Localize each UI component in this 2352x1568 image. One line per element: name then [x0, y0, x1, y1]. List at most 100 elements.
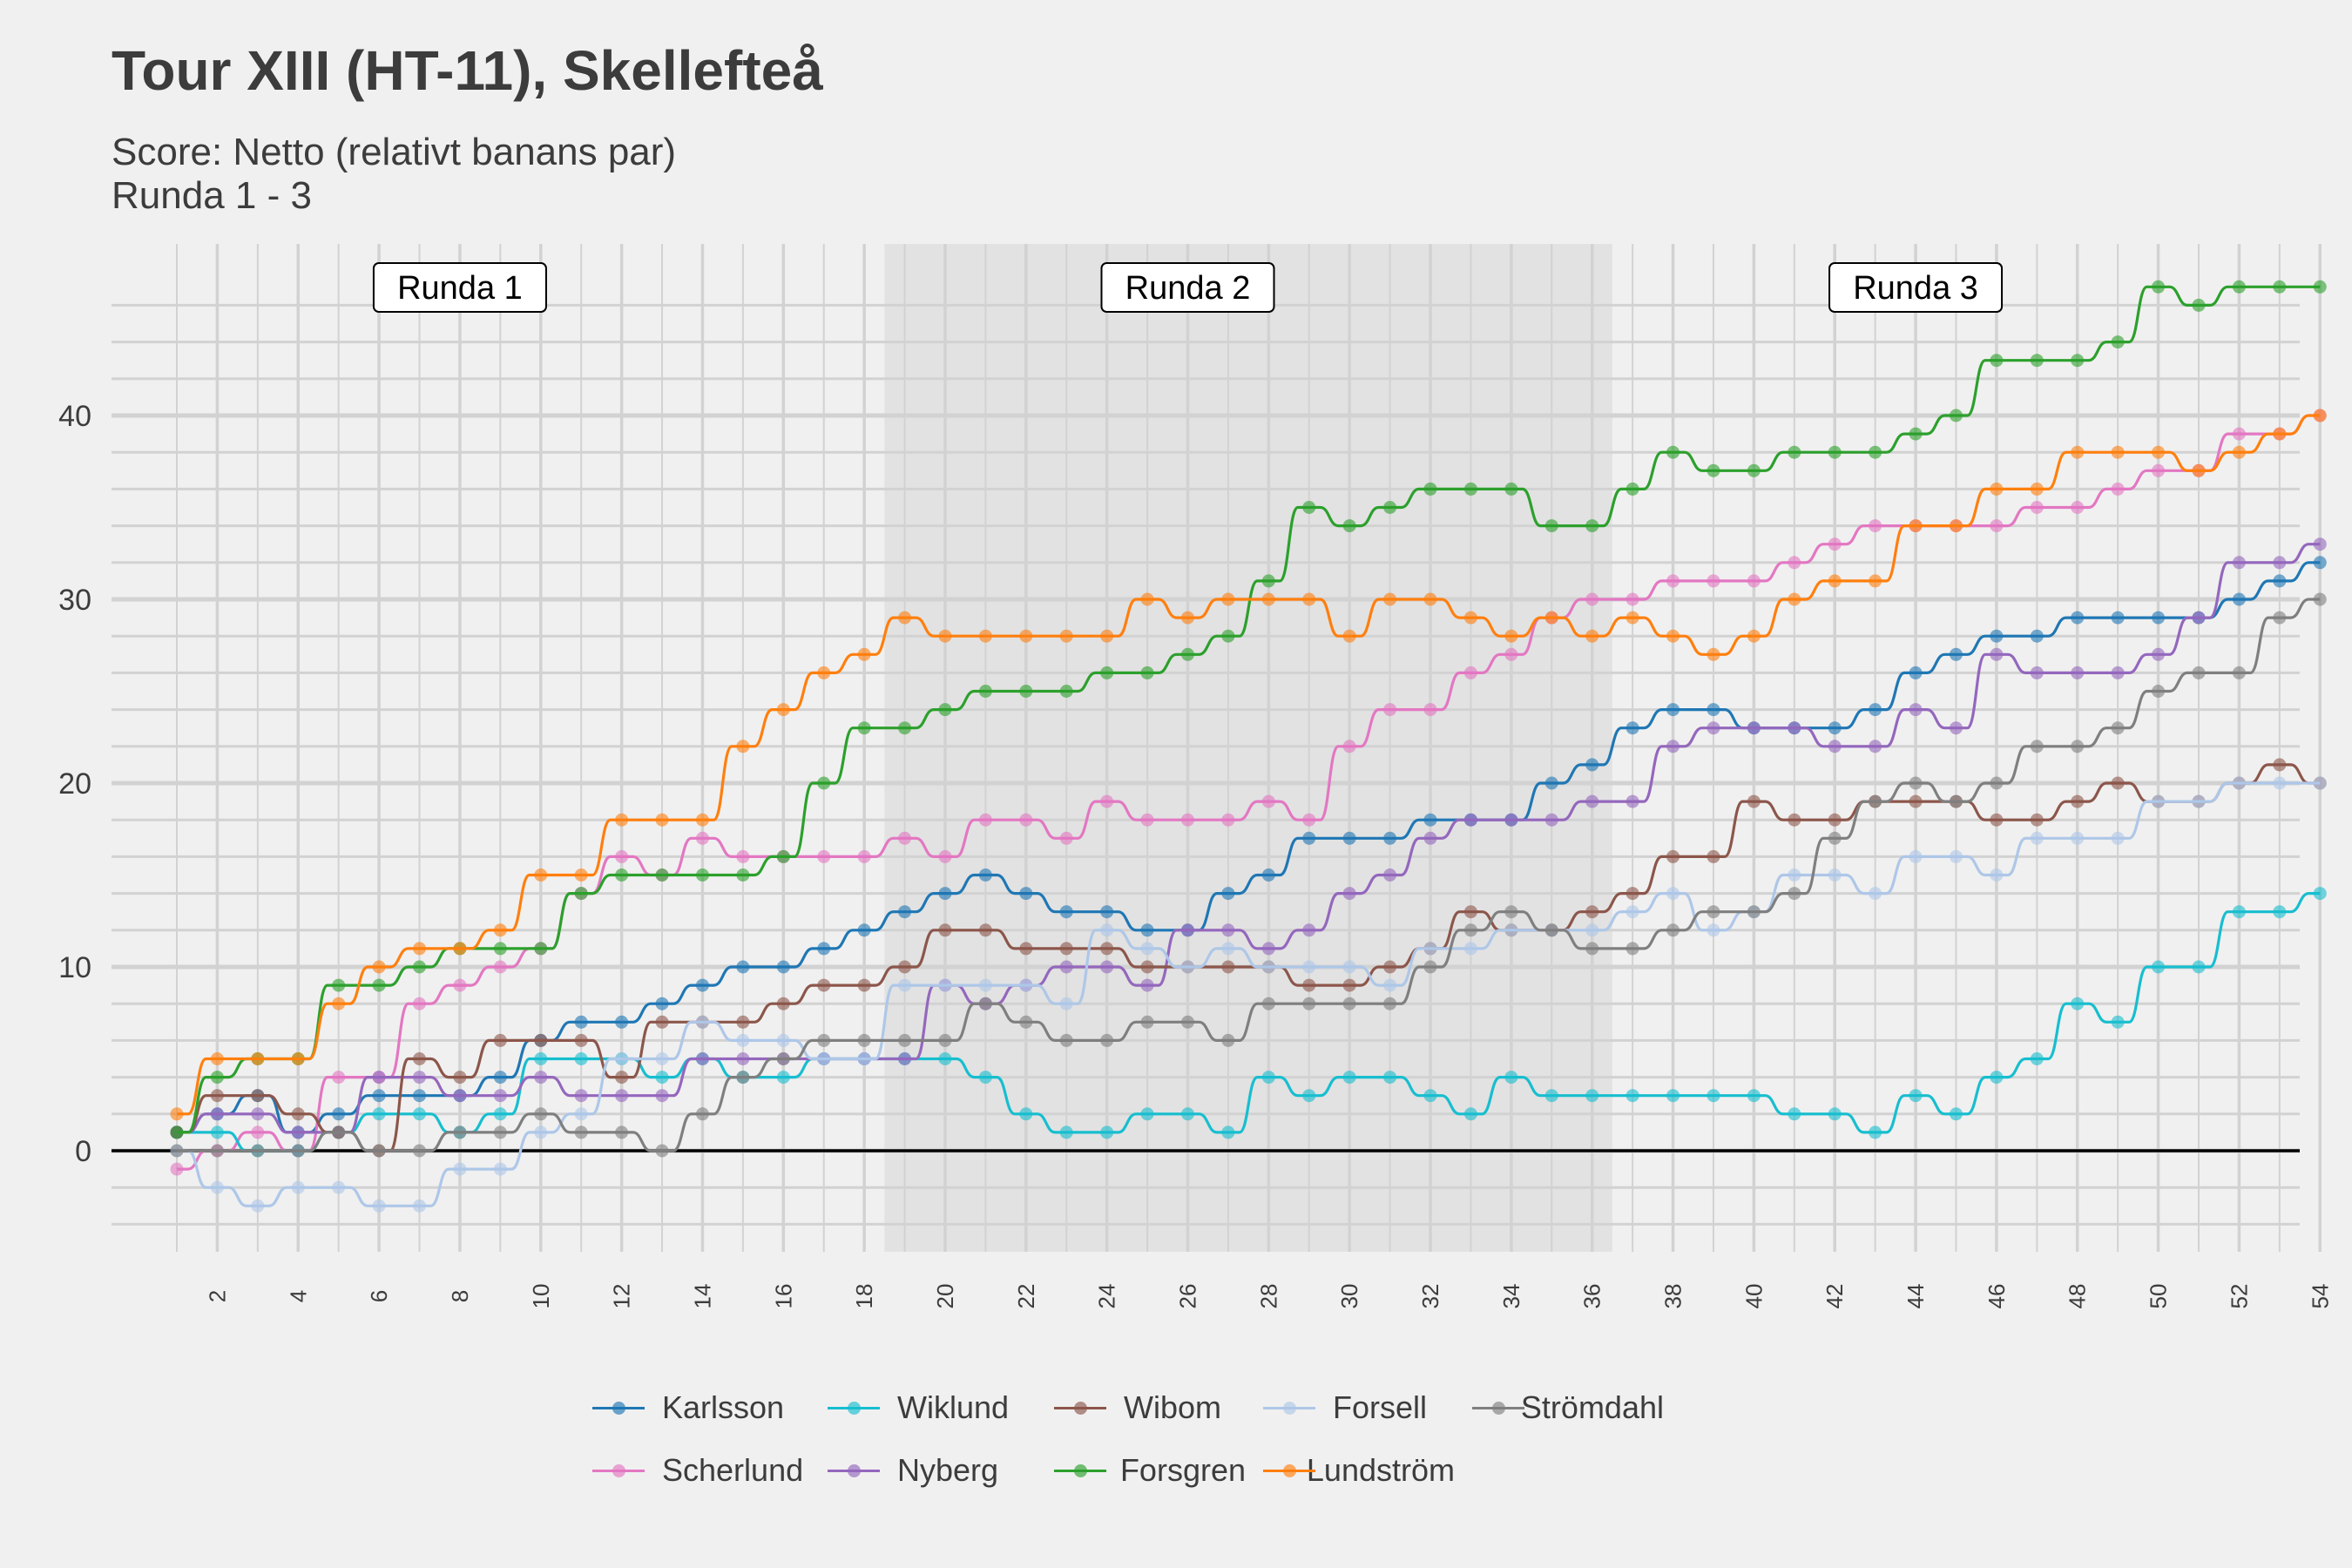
data-point-lundstr-m	[2273, 427, 2287, 441]
data-point-lundstr-m	[1221, 592, 1235, 606]
data-point-forsell	[1869, 887, 1882, 901]
data-point-wiklund	[372, 1107, 386, 1121]
data-point-nyberg	[372, 1071, 386, 1085]
data-point-nyberg	[1423, 831, 1437, 845]
legend-key	[1054, 1453, 1106, 1488]
data-point-scherlund	[1302, 813, 1316, 827]
data-point-str-mdahl	[291, 1144, 305, 1158]
data-point-forsell	[210, 1180, 224, 1194]
data-point-nyberg	[210, 1107, 224, 1121]
data-point-str-mdahl	[1666, 923, 1680, 937]
data-point-nyberg	[1625, 794, 1639, 808]
data-point-forsgren	[1869, 445, 1882, 459]
data-point-forsgren	[2273, 280, 2287, 294]
data-point-lundstr-m	[372, 960, 386, 974]
data-point-forsgren	[372, 978, 386, 992]
data-point-str-mdahl	[1342, 997, 1356, 1010]
data-point-karlsson	[1140, 923, 1154, 937]
x-tick-label: 12	[609, 1284, 635, 1309]
data-point-forsell	[1342, 960, 1356, 974]
x-tick-label: 54	[2307, 1284, 2333, 1309]
data-point-str-mdahl	[695, 1107, 709, 1121]
data-point-wiklund	[2071, 997, 2085, 1010]
data-point-wibom	[210, 1089, 224, 1103]
x-tick-label: 6	[366, 1290, 392, 1302]
data-point-scherlund	[1463, 666, 1477, 679]
data-point-wibom	[2071, 794, 2085, 808]
data-point-str-mdahl	[857, 1033, 871, 1047]
data-point-str-mdahl	[2313, 592, 2327, 606]
data-point-forsell	[574, 1107, 588, 1121]
data-point-karlsson	[1909, 666, 1923, 679]
data-point-nyberg	[1383, 868, 1397, 882]
data-point-str-mdahl	[1463, 923, 1477, 937]
data-point-str-mdahl	[2030, 740, 2044, 754]
data-point-forsgren	[1019, 685, 1033, 698]
data-point-wibom	[1059, 942, 1073, 956]
data-point-wiklund	[493, 1107, 507, 1121]
data-point-wiklund	[978, 1071, 992, 1085]
data-point-lundstr-m	[776, 703, 790, 717]
data-point-forsell	[372, 1199, 386, 1213]
data-point-scherlund	[332, 1071, 346, 1085]
data-point-scherlund	[1788, 556, 1801, 570]
data-point-forsgren	[1828, 445, 1842, 459]
data-point-str-mdahl	[1383, 997, 1397, 1010]
data-point-karlsson	[695, 978, 709, 992]
data-point-karlsson	[332, 1107, 346, 1121]
data-point-forsell	[251, 1199, 265, 1213]
data-point-karlsson	[1019, 887, 1033, 901]
data-point-wibom	[857, 978, 871, 992]
data-point-nyberg	[898, 1052, 912, 1065]
data-point-karlsson	[1383, 831, 1397, 845]
data-point-nyberg	[291, 1125, 305, 1139]
data-point-lundstr-m	[1059, 629, 1073, 643]
data-point-str-mdahl	[655, 1144, 669, 1158]
data-point-str-mdahl	[210, 1144, 224, 1158]
data-point-wiklund	[1828, 1107, 1842, 1121]
data-point-str-mdahl	[2273, 611, 2287, 625]
data-point-lundstr-m	[413, 942, 427, 956]
data-point-wibom	[2111, 776, 2125, 790]
data-point-scherlund	[938, 849, 952, 863]
data-point-forsgren	[2111, 335, 2125, 349]
legend-key	[828, 1390, 880, 1425]
data-point-karlsson	[898, 905, 912, 919]
data-point-forsell	[978, 978, 992, 992]
data-point-lundstr-m	[1261, 592, 1275, 606]
data-point-lundstr-m	[2192, 463, 2206, 477]
data-point-wibom	[1383, 960, 1397, 974]
x-tick-label: 38	[1660, 1284, 1686, 1309]
data-point-forsgren	[655, 868, 669, 882]
x-tick-label: 48	[2065, 1284, 2091, 1309]
data-point-nyberg	[1544, 813, 1558, 827]
data-point-wibom	[1302, 978, 1316, 992]
data-point-wiklund	[1747, 1089, 1761, 1103]
data-point-forsell	[817, 1052, 831, 1065]
legend-item-forsgren: Forsgren	[1054, 1452, 1246, 1489]
data-point-wibom	[1625, 887, 1639, 901]
data-point-lundstr-m	[251, 1052, 265, 1065]
legend-label: Forsell	[1333, 1389, 1428, 1425]
data-point-forsgren	[1949, 409, 1963, 422]
data-point-forsgren	[1342, 519, 1356, 533]
data-point-wibom	[1990, 813, 2004, 827]
data-point-lundstr-m	[615, 813, 629, 827]
legend-item-karlsson: Karlsson	[592, 1389, 810, 1426]
data-point-nyberg	[1869, 740, 1882, 754]
data-point-scherlund	[1585, 592, 1599, 606]
data-point-karlsson	[655, 997, 669, 1010]
x-tick-label: 2	[204, 1290, 230, 1302]
data-point-wibom	[1221, 960, 1235, 974]
data-point-forsgren	[1261, 574, 1275, 588]
data-point-karlsson	[1059, 905, 1073, 919]
legend-item-lundstr-m: Lundström	[1263, 1452, 1455, 1489]
data-point-lundstr-m	[736, 740, 750, 754]
legend-label: Wibom	[1124, 1389, 1222, 1425]
data-point-forsgren	[2192, 298, 2206, 312]
data-point-str-mdahl	[1990, 776, 2004, 790]
data-point-wiklund	[1140, 1107, 1154, 1121]
data-point-str-mdahl	[1869, 794, 1882, 808]
data-point-nyberg	[493, 1089, 507, 1103]
